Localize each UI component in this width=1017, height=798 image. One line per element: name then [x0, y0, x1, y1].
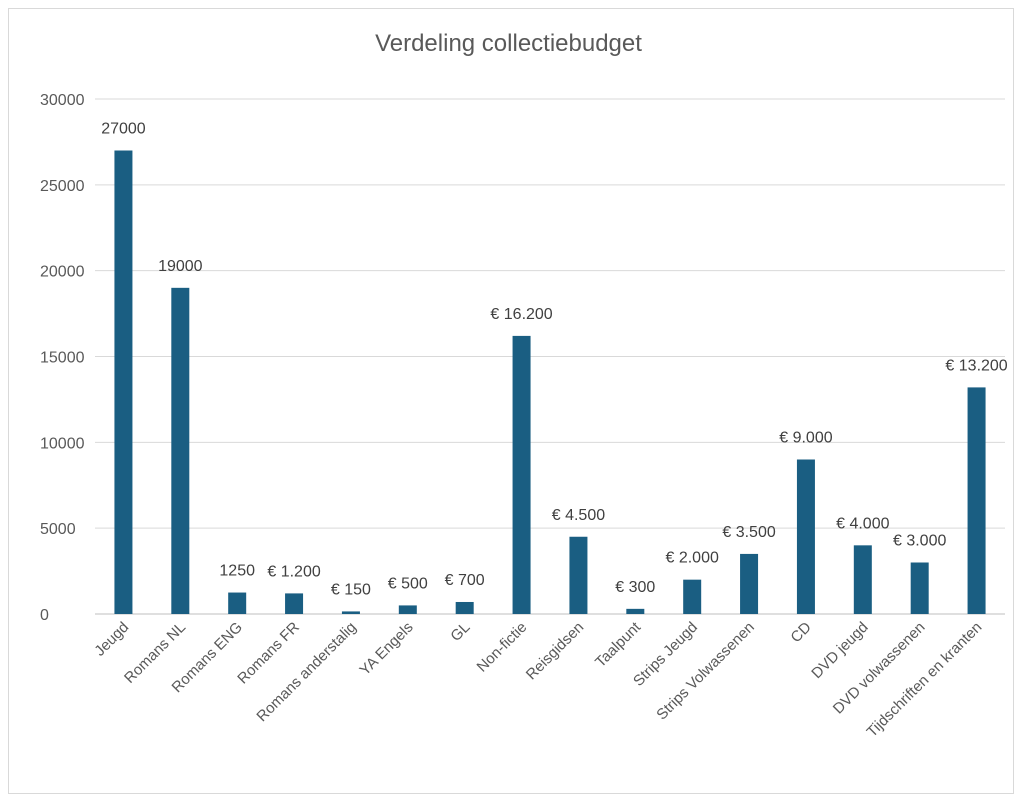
bar: [626, 608, 645, 614]
data-label: 19000: [158, 258, 203, 275]
bar: [853, 545, 872, 614]
bar: [398, 605, 417, 614]
bar: [967, 387, 986, 614]
y-axis: 0 5000 10000 15000 20000 25000 30000: [40, 92, 85, 624]
y-tick-label: 5000: [40, 521, 76, 538]
data-label: € 16.200: [490, 306, 552, 323]
data-label: € 500: [388, 575, 428, 592]
y-tick-label: 30000: [40, 92, 85, 109]
bar: [740, 553, 759, 614]
x-tick-label: CD: [787, 619, 814, 646]
data-label: € 9.000: [779, 430, 832, 447]
bar: [171, 287, 190, 614]
data-label: € 4.000: [836, 515, 889, 532]
bar: [285, 593, 304, 614]
y-tick-label: 25000: [40, 178, 85, 195]
bar: [796, 459, 815, 614]
bar: [455, 601, 474, 614]
x-tick-label: YA Engels: [356, 619, 416, 679]
chart-title: Verdeling collectiebudget: [375, 30, 642, 57]
bar: [683, 579, 702, 614]
bar: [114, 150, 133, 614]
data-label: € 13.200: [945, 357, 1007, 374]
x-tick-label: Taalpunt: [592, 618, 645, 671]
x-tick-label: Reisgidsen: [523, 619, 588, 684]
data-label: € 150: [331, 581, 371, 598]
y-tick-label: 10000: [40, 435, 85, 452]
bar: [569, 536, 588, 614]
data-label: € 3.000: [893, 533, 946, 550]
x-tick-label: Romans anderstalig: [253, 619, 359, 725]
data-label: € 1.200: [267, 563, 320, 580]
data-label: € 2.000: [665, 550, 718, 567]
bars: [114, 150, 986, 614]
x-tick-label: Non-fictie: [474, 619, 531, 676]
bar: [512, 335, 531, 614]
data-label: € 3.500: [722, 524, 775, 541]
bar: [341, 611, 360, 614]
bar: [228, 592, 247, 614]
x-tick-label: Tijdschriften en kranten: [864, 619, 986, 741]
data-label: € 700: [445, 572, 485, 589]
x-tick-label: Jeugd: [91, 619, 132, 660]
bar: [910, 562, 929, 614]
x-tick-label: Strips Volwassenen: [653, 619, 758, 724]
x-tick-label: GL: [447, 619, 473, 645]
y-tick-label: 0: [40, 607, 49, 624]
data-label: 27000: [101, 121, 146, 138]
data-label: € 4.500: [552, 507, 605, 524]
data-label: 1250: [219, 563, 255, 580]
y-tick-label: 20000: [40, 264, 85, 281]
data-labels: 27000 19000 1250 € 1.200 € 150 € 500 € 700 € 16…: [101, 121, 1008, 599]
gridlines: [95, 98, 1005, 615]
y-tick-label: 15000: [40, 350, 85, 367]
data-label: € 300: [615, 579, 655, 596]
